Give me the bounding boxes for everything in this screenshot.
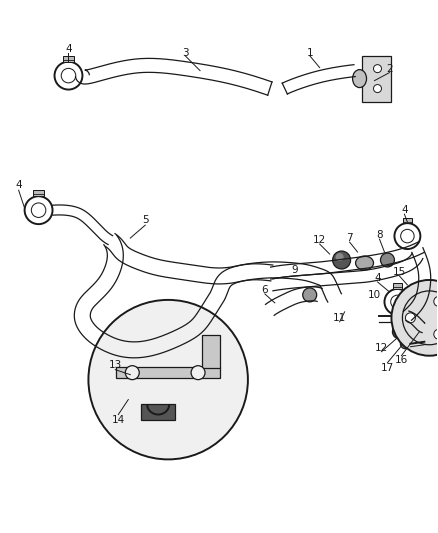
- Circle shape: [406, 313, 415, 323]
- FancyBboxPatch shape: [116, 367, 220, 378]
- Text: 2: 2: [386, 63, 393, 74]
- Circle shape: [381, 253, 395, 267]
- Text: 1: 1: [307, 47, 313, 58]
- Text: 12: 12: [375, 343, 388, 353]
- Text: 7: 7: [346, 233, 353, 243]
- FancyBboxPatch shape: [141, 403, 175, 419]
- Circle shape: [191, 366, 205, 379]
- Circle shape: [395, 327, 400, 333]
- Circle shape: [303, 288, 317, 302]
- Text: 17: 17: [381, 362, 394, 373]
- Circle shape: [400, 339, 410, 349]
- Circle shape: [125, 366, 139, 379]
- Text: 15: 15: [393, 267, 406, 277]
- Text: 5: 5: [142, 215, 148, 225]
- Ellipse shape: [353, 70, 367, 87]
- Text: 4: 4: [374, 273, 381, 283]
- Text: 3: 3: [182, 47, 188, 58]
- Text: 4: 4: [65, 44, 72, 54]
- Text: 14: 14: [112, 415, 125, 424]
- Circle shape: [434, 329, 438, 339]
- FancyBboxPatch shape: [361, 55, 392, 101]
- Text: 4: 4: [15, 180, 22, 190]
- Text: 6: 6: [261, 285, 268, 295]
- Bar: [403, 217, 412, 223]
- Circle shape: [434, 296, 438, 306]
- Circle shape: [374, 85, 381, 93]
- Text: 4: 4: [401, 205, 408, 215]
- Circle shape: [392, 325, 406, 339]
- Text: 12: 12: [313, 235, 326, 245]
- FancyBboxPatch shape: [201, 335, 220, 368]
- Text: 10: 10: [368, 290, 381, 300]
- Circle shape: [392, 280, 438, 356]
- Text: 16: 16: [395, 354, 408, 365]
- Text: 11: 11: [333, 313, 346, 323]
- Text: 9: 9: [291, 265, 298, 275]
- Bar: [33, 190, 44, 196]
- Circle shape: [336, 253, 343, 261]
- Circle shape: [332, 251, 350, 269]
- Bar: [63, 56, 74, 62]
- Text: 8: 8: [376, 230, 383, 240]
- Ellipse shape: [356, 256, 374, 270]
- Bar: [392, 284, 402, 289]
- Text: 13: 13: [109, 360, 122, 370]
- Circle shape: [88, 300, 248, 459]
- Circle shape: [374, 64, 381, 72]
